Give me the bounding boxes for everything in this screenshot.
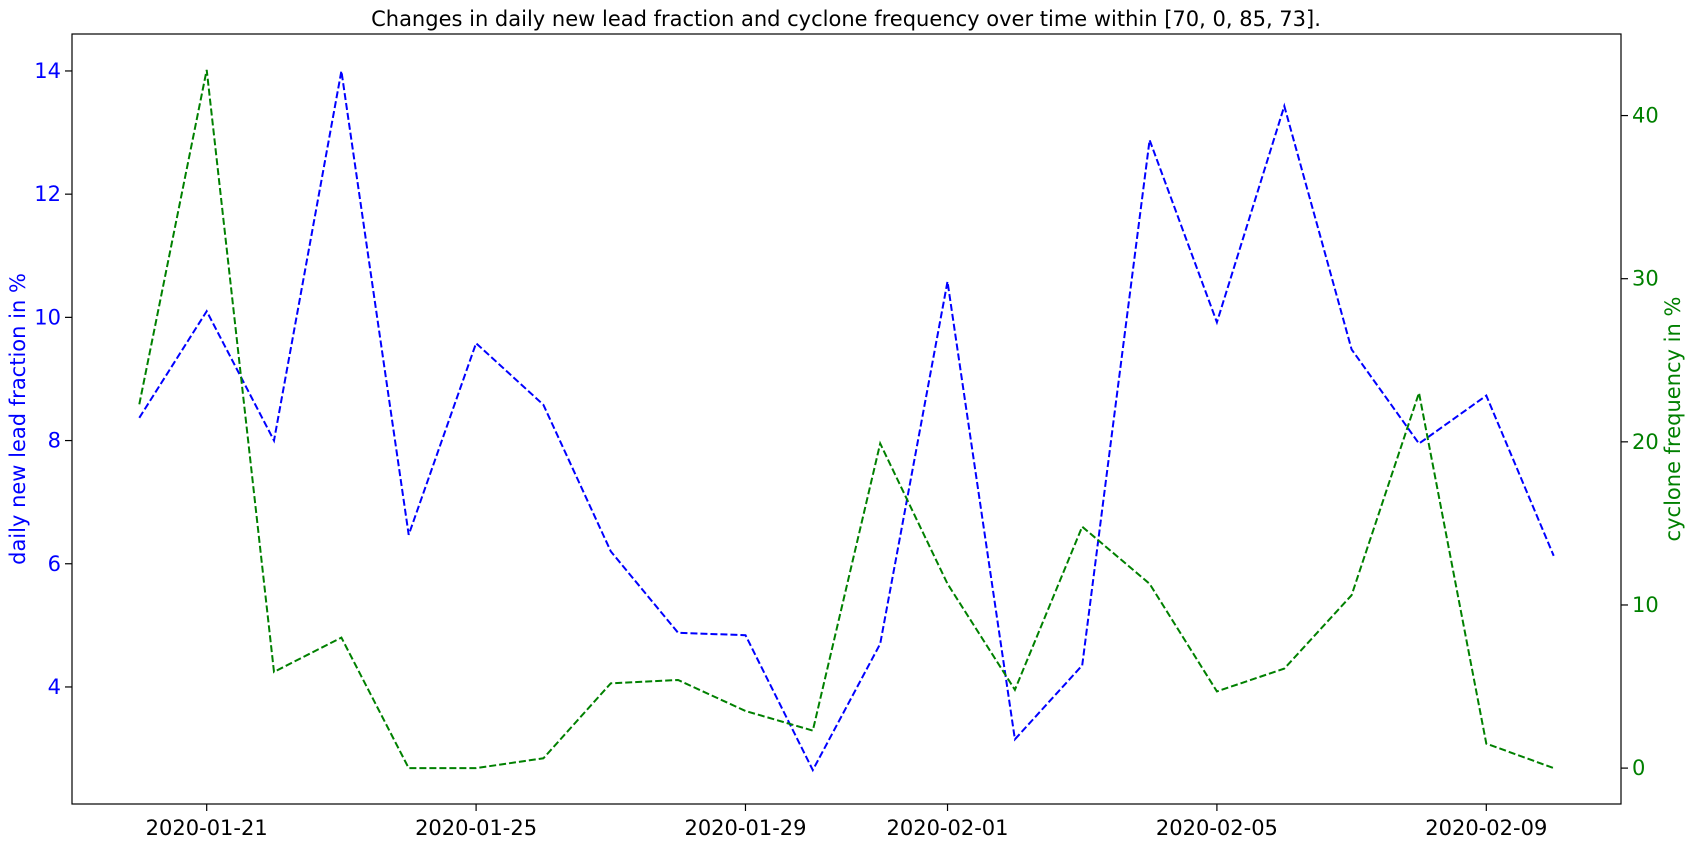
x-tick-label: 2020-01-21 — [146, 816, 268, 840]
x-tick-label: 2020-01-25 — [415, 816, 537, 840]
y-axis-right-label: cyclone frequency in % — [1661, 297, 1685, 542]
y-right-tick-label: 20 — [1632, 430, 1659, 454]
x-tick-label: 2020-02-01 — [886, 816, 1008, 840]
series-layer — [138, 69, 1555, 773]
chart-title: Changes in daily new lead fraction and c… — [371, 7, 1321, 31]
x-tick-label: 2020-02-05 — [1156, 816, 1278, 840]
series-line-right — [138, 69, 1555, 770]
x-tick-label: 2020-01-29 — [684, 816, 806, 840]
x-tick-label: 2020-02-09 — [1425, 816, 1547, 840]
y-left-tick-label: 8 — [48, 429, 61, 453]
y-right-tick-label: 30 — [1632, 267, 1659, 291]
y-right-tick-label: 10 — [1632, 593, 1659, 617]
y-right-tick-label: 0 — [1632, 756, 1645, 780]
y-axis-left-label: daily new lead fraction in % — [6, 273, 30, 565]
x-axis: 2020-01-21 2020-01-25 2020-01-29 2020-02-01… — [146, 804, 1547, 840]
series-line-left — [138, 70, 1555, 773]
y-left-tick-label: 10 — [34, 305, 61, 329]
y-left-tick-label: 4 — [48, 675, 61, 699]
y-axis-right: 0 10 20 30 40 — [1621, 104, 1659, 780]
y-left-tick-label: 6 — [48, 552, 61, 576]
y-right-tick-label: 40 — [1632, 104, 1659, 128]
y-axis-left: 4 6 8 10 12 14 — [34, 59, 72, 699]
y-left-tick-label: 12 — [34, 182, 61, 206]
y-left-tick-label: 14 — [34, 59, 61, 83]
plot-area-frame — [71, 33, 1622, 805]
